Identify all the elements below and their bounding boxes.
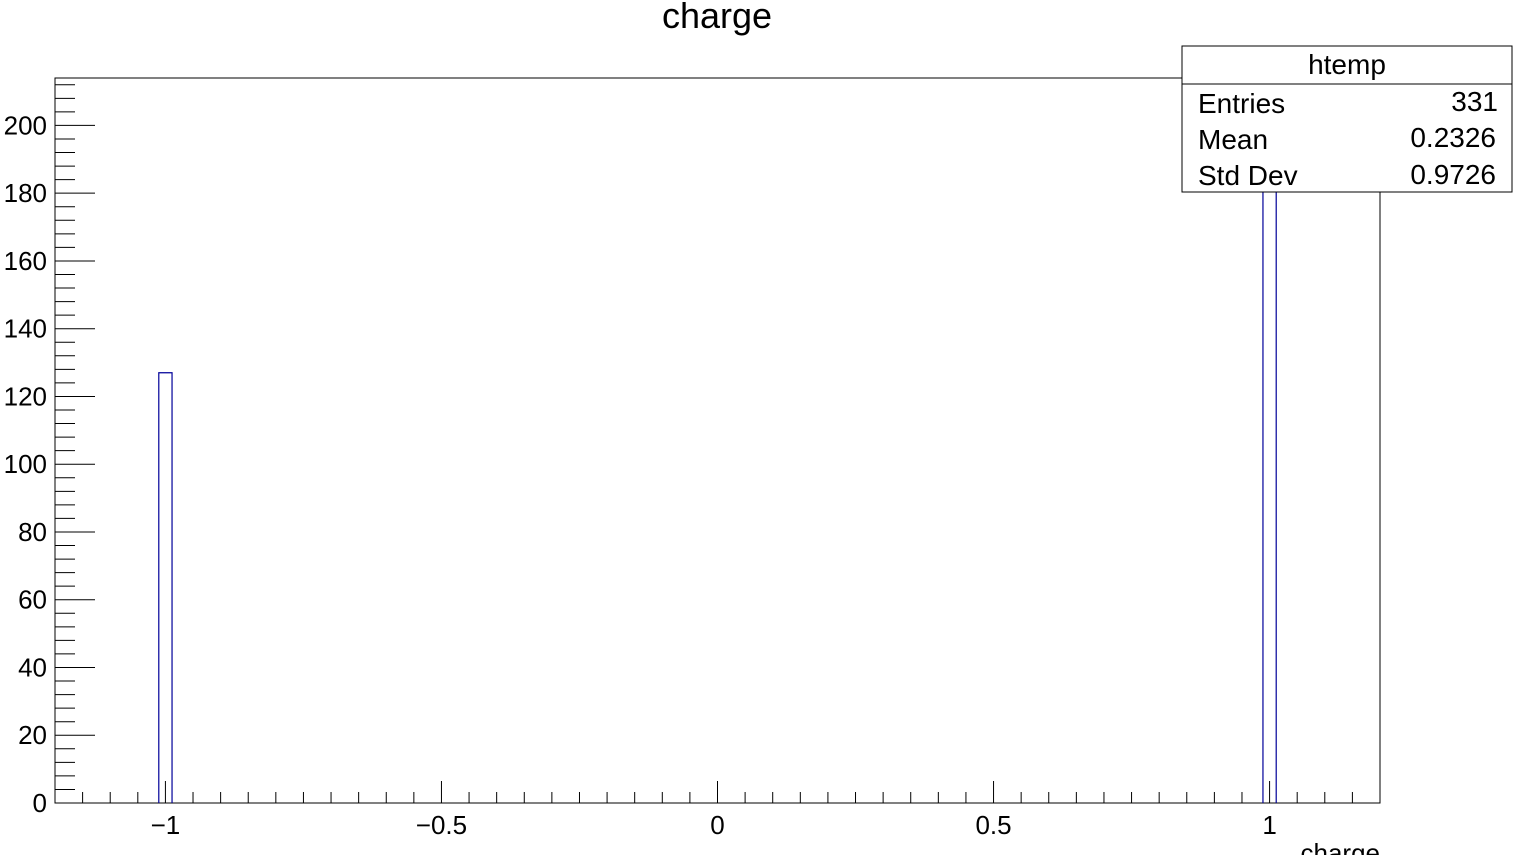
y-tick-label: 120 [4,381,47,411]
stats-box-frame [1181,45,1513,193]
x-tick-label: 0.5 [975,810,1011,840]
x-tick-label: −0.5 [416,810,467,840]
stats-box-title: htemp [1308,49,1386,80]
y-tick-label: 0 [33,788,47,818]
y-tick-label: 160 [4,246,47,276]
stats-stddev-label: Std Dev [1198,160,1298,191]
y-axis: 0 20 40 60 80 100 120 140 160 180 200 [4,84,95,818]
histogram-bar-0 [158,372,173,803]
y-tick-label: 180 [4,178,47,208]
stats-stddev-value: 0.9726 [1410,159,1496,190]
y-tick-label: 40 [18,652,47,682]
x-axis: −1 −0.5 0 0.5 1 [54,781,1381,840]
x-tick-label: −1 [151,810,181,840]
y-tick-label: 100 [4,449,47,479]
y-tick-label: 200 [4,110,47,140]
plot-frame [54,77,1381,804]
stats-mean-value: 0.2326 [1410,122,1496,153]
y-tick-label: 140 [4,314,47,344]
x-axis-label: charge [1301,838,1381,855]
histogram-bars [158,111,1277,803]
x-tick-label: 0 [710,810,724,840]
histogram-bar-1 [1262,111,1277,803]
stats-mean-label: Mean [1198,124,1268,155]
stats-entries-label: Entries [1198,88,1285,119]
stats-box: htemp Entries 331 Mean 0.2326 Std Dev 0.… [1181,45,1513,193]
y-tick-label: 80 [18,517,47,547]
y-tick-label: 60 [18,585,47,615]
y-tick-label: 20 [18,720,47,750]
x-tick-label: 1 [1262,810,1276,840]
chart-title: charge [662,0,772,36]
stats-entries-value: 331 [1451,86,1498,117]
